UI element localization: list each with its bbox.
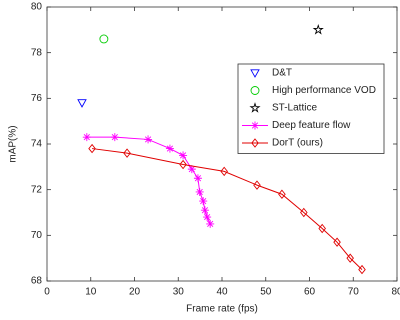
data-point xyxy=(200,206,209,215)
x-tick-label: 70 xyxy=(348,287,360,298)
x-tick-label: 30 xyxy=(173,287,185,298)
legend-marker xyxy=(249,102,261,113)
data-point xyxy=(300,207,308,218)
data-point xyxy=(206,219,215,228)
data-point xyxy=(203,213,212,222)
legend-label: DorT (ours) xyxy=(272,138,323,149)
data-point xyxy=(195,187,204,196)
data-point xyxy=(312,23,324,35)
y-axis-label: mAP(%) xyxy=(8,125,19,162)
legend-box xyxy=(237,63,385,154)
x-tick-label: 10 xyxy=(85,287,97,298)
data-point xyxy=(318,223,326,234)
x-axis-label: Frame rate (fps) xyxy=(186,304,258,315)
data-point xyxy=(77,99,87,108)
data-point xyxy=(253,180,261,190)
legend-label: D&T xyxy=(272,68,292,79)
data-point xyxy=(82,133,91,142)
y-tick-label: 68 xyxy=(31,276,43,287)
x-tick-label: 80 xyxy=(391,287,400,298)
data-point xyxy=(199,197,208,206)
data-point xyxy=(179,159,187,170)
legend-marker xyxy=(251,138,259,148)
x-tick-label: 0 xyxy=(44,287,50,298)
data-point xyxy=(278,189,286,199)
x-tick-label: 60 xyxy=(304,287,316,298)
data-point xyxy=(99,34,109,44)
y-tick-label: 72 xyxy=(31,184,43,195)
x-tick-label: 40 xyxy=(216,287,228,298)
data-point xyxy=(165,144,174,153)
data-point xyxy=(346,253,354,263)
legend-label: ST-Lattice xyxy=(272,103,317,114)
data-point xyxy=(123,148,131,158)
data-point xyxy=(333,237,341,247)
y-tick-label: 76 xyxy=(31,93,43,104)
data-point xyxy=(187,165,196,174)
data-point xyxy=(110,133,119,142)
legend-marker xyxy=(250,69,260,78)
legend-label: Deep feature flow xyxy=(272,120,351,131)
data-point xyxy=(220,166,228,177)
data-point xyxy=(193,174,202,183)
y-tick-label: 74 xyxy=(31,139,43,150)
series-line xyxy=(91,148,363,270)
x-tick-label: 20 xyxy=(129,287,141,298)
x-tick-label: 50 xyxy=(260,287,272,298)
legend-marker xyxy=(250,86,260,95)
data-point xyxy=(179,151,188,160)
legend-label: High performance VOD xyxy=(272,85,376,96)
y-tick-label: 78 xyxy=(31,47,43,58)
legend-marker xyxy=(251,121,259,130)
data-point xyxy=(88,143,96,154)
data-point xyxy=(144,135,153,144)
y-tick-label: 80 xyxy=(31,2,43,13)
y-tick-label: 70 xyxy=(31,230,43,241)
data-point xyxy=(358,264,366,275)
